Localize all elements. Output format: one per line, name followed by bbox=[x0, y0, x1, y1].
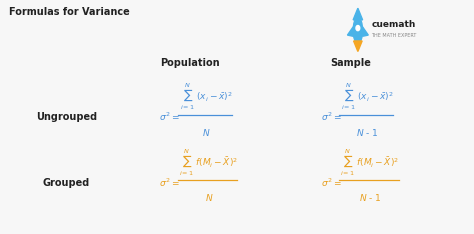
Text: $\sum_{i=1}^{N}\ (x_i - \bar{x})^2$: $\sum_{i=1}^{N}\ (x_i - \bar{x})^2$ bbox=[341, 82, 394, 112]
Text: $\sigma^2=$: $\sigma^2=$ bbox=[320, 111, 341, 123]
Text: Grouped: Grouped bbox=[43, 178, 90, 187]
Text: Population: Population bbox=[160, 58, 219, 68]
Text: $N$: $N$ bbox=[205, 192, 213, 203]
Text: $\sigma^2=$: $\sigma^2=$ bbox=[320, 176, 341, 189]
Text: Formulas for Variance: Formulas for Variance bbox=[9, 7, 130, 17]
Text: cuemath: cuemath bbox=[371, 20, 416, 29]
Text: Ungrouped: Ungrouped bbox=[36, 112, 97, 122]
Text: Sample: Sample bbox=[330, 58, 371, 68]
Text: $\sum_{i=1}^{N}\ f(M_i - \bar{X})^2$: $\sum_{i=1}^{N}\ f(M_i - \bar{X})^2$ bbox=[340, 148, 400, 178]
Polygon shape bbox=[363, 27, 368, 36]
Text: $\sigma^2=$: $\sigma^2=$ bbox=[159, 176, 180, 189]
Text: $\sum_{i=1}^{N}\ (x_i - \bar{x})^2$: $\sum_{i=1}^{N}\ (x_i - \bar{x})^2$ bbox=[180, 82, 233, 112]
Ellipse shape bbox=[353, 18, 363, 43]
Text: THE MATH EXPERT: THE MATH EXPERT bbox=[371, 33, 417, 38]
Ellipse shape bbox=[356, 26, 360, 31]
Text: $N$: $N$ bbox=[202, 127, 210, 138]
Text: $\sum_{i=1}^{N}\ f(M_i - \bar{X})^2$: $\sum_{i=1}^{N}\ f(M_i - \bar{X})^2$ bbox=[179, 148, 238, 178]
Text: $N\ \text{-}\ 1$: $N\ \text{-}\ 1$ bbox=[356, 127, 379, 138]
Polygon shape bbox=[347, 27, 353, 36]
Polygon shape bbox=[354, 41, 362, 51]
Text: $N\ \text{-}\ 1$: $N\ \text{-}\ 1$ bbox=[358, 192, 382, 203]
Text: $\sigma^2=$: $\sigma^2=$ bbox=[159, 111, 180, 123]
Polygon shape bbox=[353, 8, 363, 20]
